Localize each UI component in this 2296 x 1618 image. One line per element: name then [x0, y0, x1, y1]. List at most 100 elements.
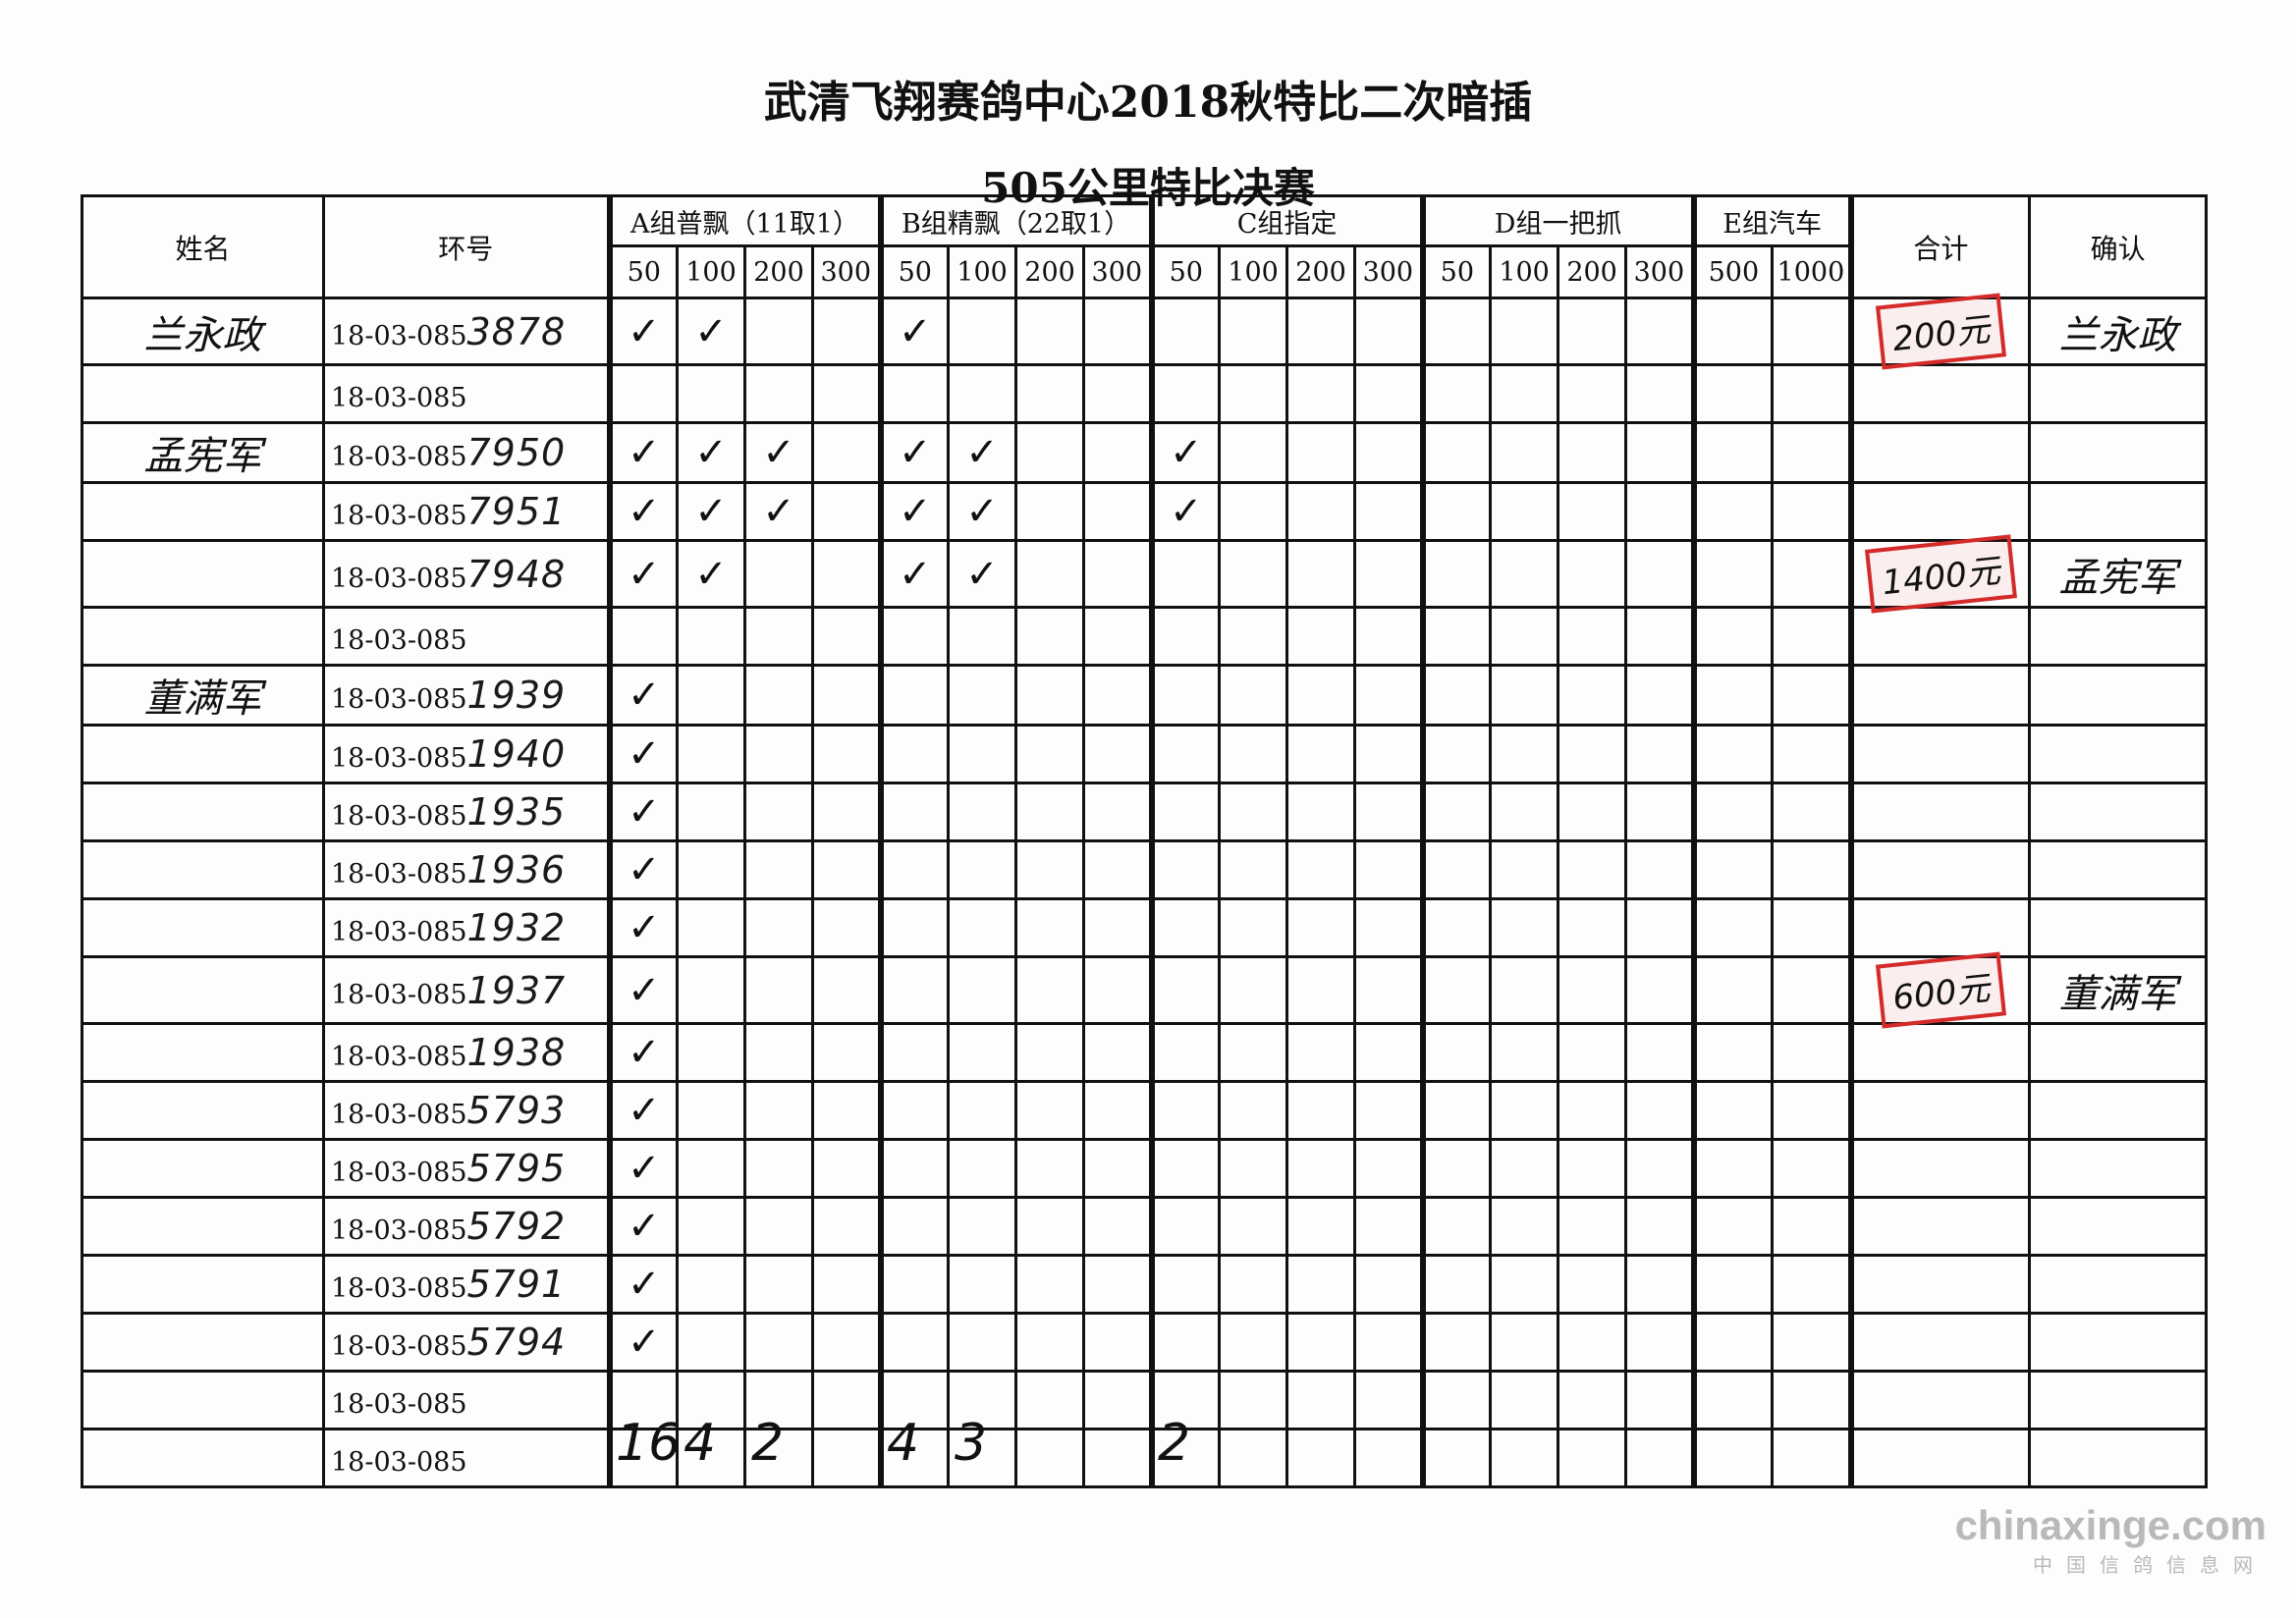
check-cell-c100: [1218, 421, 1289, 484]
check-cell-c50: [1148, 539, 1222, 609]
check-cell-b50: [877, 724, 951, 784]
check-cell-b200: [1014, 606, 1086, 667]
check-cell-a50: ✓: [606, 481, 679, 542]
confirm-cell: [2028, 1080, 2209, 1141]
check-cell-a300: [810, 1138, 883, 1199]
check-cell-b100: [947, 724, 1018, 784]
owner-name-cell: [81, 724, 325, 784]
total-cell: [1847, 839, 2032, 900]
check-cell-a100: [676, 1254, 746, 1315]
check-cell-b100: [947, 955, 1018, 1025]
ring-suffix-handwritten: 5793: [466, 1089, 567, 1132]
check-cell-a300: [810, 955, 883, 1025]
ring-number-cell: 18-03-0851932: [322, 897, 611, 958]
table-row: 18-03-0851932 ✓: [81, 897, 2209, 958]
check-cell-a200: [743, 955, 814, 1025]
table-row: 18-03-085: [81, 1370, 2209, 1430]
owner-name-cell: [81, 1254, 325, 1315]
ring-prefix: 18-03-085: [331, 563, 467, 594]
header-distance-e500: 500: [1690, 244, 1775, 299]
check-cell-e500: [1690, 897, 1775, 958]
total-cell: [1847, 724, 2032, 784]
check-cell-c200: [1285, 421, 1357, 484]
check-cell-a200: [743, 897, 814, 958]
owner-name-cell: [81, 363, 325, 424]
check-cell-a200: ✓: [743, 421, 814, 484]
check-cell-c300: [1353, 1312, 1425, 1373]
owner-name-cell: [81, 897, 325, 958]
payment-stamp: 600元: [1875, 951, 2006, 1029]
check-cell-d100: [1489, 297, 1560, 366]
confirm-cell: [2028, 1138, 2209, 1199]
check-cell-d300: [1624, 539, 1696, 609]
check-cell-d100: [1489, 363, 1560, 424]
check-cell-a100: ✓: [676, 481, 746, 542]
check-cell-b200: [1014, 1138, 1086, 1199]
check-cell-a50: [606, 1370, 679, 1430]
check-cell-a50: [606, 606, 679, 667]
check-cell-b200: [1014, 1370, 1086, 1430]
check-cell-c200: [1285, 782, 1357, 842]
ring-prefix: 18-03-085: [331, 801, 467, 832]
check-cell-d50: [1419, 724, 1493, 784]
check-cell-a50: ✓: [606, 1312, 679, 1373]
check-cell-d200: [1557, 481, 1628, 542]
check-cell-a100: [676, 839, 746, 900]
check-cell-e500: [1690, 1254, 1775, 1315]
check-mark-icon: ✓: [627, 308, 661, 354]
check-mark-icon: ✓: [1170, 489, 1203, 534]
check-cell-a200: [743, 664, 814, 727]
check-cell-d100: [1489, 1370, 1560, 1430]
check-cell-b100: [947, 664, 1018, 727]
check-cell-d50: [1419, 539, 1493, 609]
check-cell-d200: [1557, 839, 1628, 900]
check-cell-d200: [1557, 1138, 1628, 1199]
check-cell-d200: [1557, 297, 1628, 366]
confirm-cell: [2028, 606, 2209, 667]
check-cell-c200: [1285, 724, 1357, 784]
check-cell-a100: [676, 664, 746, 727]
watermark-domain: chinaxinge.com: [1954, 1502, 2267, 1548]
ring-prefix: 18-03-085: [331, 684, 467, 715]
check-cell-c50: [1148, 955, 1222, 1025]
check-mark-icon: ✓: [965, 551, 999, 597]
ring-prefix: 18-03-085: [331, 1158, 467, 1188]
check-cell-c300: [1353, 1138, 1425, 1199]
check-cell-e500: [1690, 606, 1775, 667]
check-cell-a200: [743, 1428, 814, 1488]
check-cell-c300: [1353, 1428, 1425, 1488]
check-cell-b100: [947, 606, 1018, 667]
check-cell-c50: ✓: [1148, 421, 1222, 484]
check-cell-a300: [810, 297, 883, 366]
check-cell-b300: [1082, 839, 1154, 900]
check-cell-b200: [1014, 955, 1086, 1025]
confirm-cell: [2028, 724, 2209, 784]
check-cell-d300: [1624, 1138, 1696, 1199]
owner-name-cell: 孟宪军: [81, 421, 325, 484]
table-row: 18-03-085: [81, 606, 2209, 667]
check-cell-b50: [877, 1428, 951, 1488]
check-cell-c300: [1353, 897, 1425, 958]
check-cell-b300: [1082, 782, 1154, 842]
check-cell-e500: [1690, 421, 1775, 484]
check-cell-c50: [1148, 1428, 1222, 1488]
check-cell-a300: [810, 724, 883, 784]
check-cell-c50: [1148, 1138, 1222, 1199]
check-cell-c50: [1148, 664, 1222, 727]
check-cell-b300: [1082, 1138, 1154, 1199]
header-distance-d50: 50: [1419, 244, 1493, 299]
header-distance-e1000: 1000: [1771, 244, 1853, 299]
check-cell-b100: [947, 1138, 1018, 1199]
confirm-cell: 兰永政: [2028, 297, 2209, 366]
header-distance-d100: 100: [1489, 244, 1560, 299]
check-mark-icon: ✓: [627, 489, 661, 534]
check-cell-e1000: [1771, 363, 1853, 424]
check-cell-a200: [743, 539, 814, 609]
owner-name-cell: [81, 481, 325, 542]
check-cell-d50: [1419, 839, 1493, 900]
check-mark-icon: ✓: [627, 673, 661, 718]
check-cell-c200: [1285, 606, 1357, 667]
check-cell-e500: [1690, 1080, 1775, 1141]
check-cell-c300: [1353, 664, 1425, 727]
check-cell-e1000: [1771, 297, 1853, 366]
